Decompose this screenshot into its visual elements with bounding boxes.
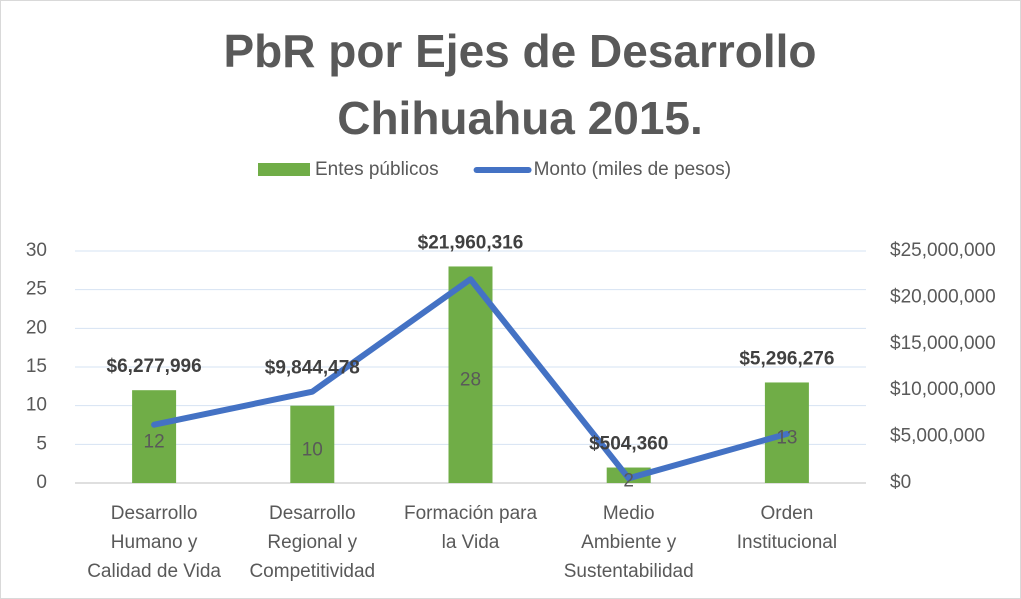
bar-value-label: 2 [623, 470, 634, 491]
x-tick-label: Desarrollo [269, 503, 356, 524]
y2-tick-label: $25,000,000 [890, 240, 996, 261]
y2-tick-label: $10,000,000 [890, 379, 996, 400]
bar-value-label: 12 [144, 432, 165, 453]
y2-tick-label: $20,000,000 [890, 286, 996, 307]
y-tick-label: 25 [26, 279, 47, 300]
y-tick-label: 20 [26, 317, 47, 338]
legend-swatch [258, 163, 310, 176]
y-tick-label: 30 [26, 240, 47, 261]
line-series [151, 276, 790, 482]
x-tick-label: Medio [603, 503, 655, 524]
line-value-label: $6,277,996 [107, 356, 202, 377]
x-tick-label: Orden [760, 503, 813, 524]
bar-value-label: 13 [776, 428, 797, 449]
y-tick-label: 0 [36, 472, 47, 493]
x-tick-label: Formación para [404, 503, 537, 524]
bar [448, 266, 493, 483]
y2-tick-label: $5,000,000 [890, 426, 985, 447]
line-value-label: $9,844,478 [265, 358, 360, 379]
y2-tick-label: $15,000,000 [890, 333, 996, 354]
x-tick-label: Institucional [737, 532, 837, 553]
x-tick-label: la Vida [442, 532, 500, 553]
x-tick-label: Competitividad [249, 561, 375, 582]
x-tick-label: Sustentabilidad [564, 561, 694, 582]
bar [290, 405, 335, 483]
line-value-label: $21,960,316 [418, 232, 524, 253]
chart-title: Chihuahua 2015. [337, 92, 703, 144]
y-tick-label: 15 [26, 356, 47, 377]
y2-tick-label: $0 [890, 472, 911, 493]
chart-title: PbR por Ejes de Desarrollo [223, 25, 816, 77]
x-tick-label: Humano y [111, 532, 198, 553]
y-tick-label: 5 [36, 433, 47, 454]
legend-label: Monto (miles de pesos) [534, 159, 731, 180]
x-tick-label: Desarrollo [111, 503, 198, 524]
x-tick-label: Regional y [267, 532, 357, 553]
y-tick-label: 10 [26, 395, 47, 416]
bar [132, 390, 177, 483]
x-tick-label: Ambiente y [581, 532, 677, 553]
line-value-label: $504,360 [589, 434, 668, 455]
bar-value-label: 10 [302, 439, 323, 460]
bar-value-label: 28 [460, 370, 481, 391]
line-value-label: $5,296,276 [739, 348, 834, 369]
legend-label: Entes públicos [315, 159, 439, 180]
x-tick-label: Calidad de Vida [87, 561, 221, 582]
